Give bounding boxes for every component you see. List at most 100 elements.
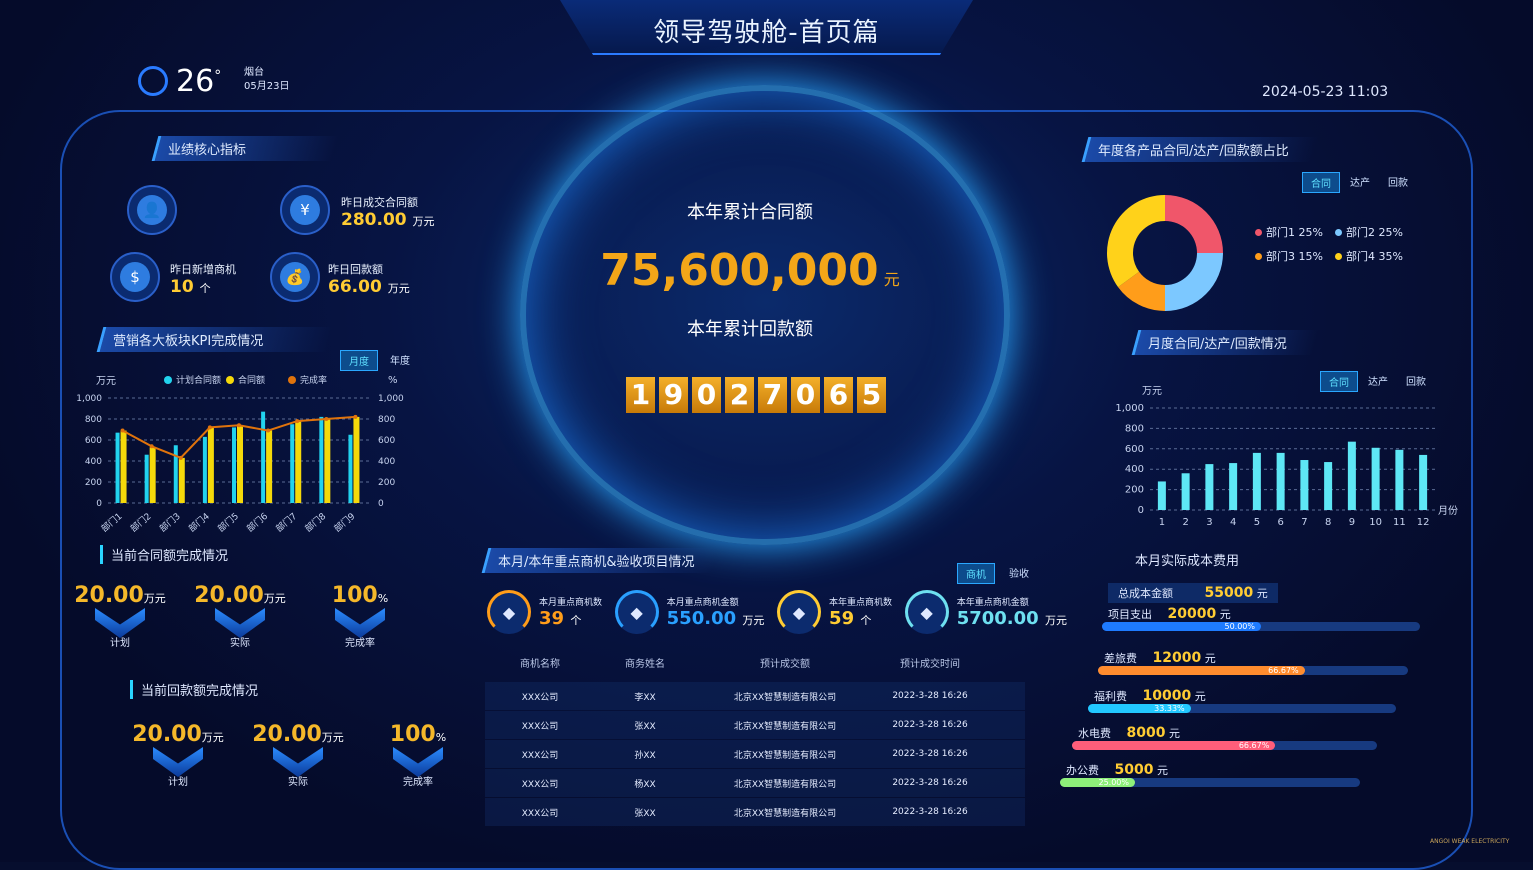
x-tick: 5 [1254,517,1260,528]
bar-plan [173,445,178,503]
money-bag-icon: ◆ [904,590,949,634]
page-title: 领导驾驶舱-首页篇 [653,18,880,48]
cost-progress-bar: 66.67% [1098,666,1408,675]
ratio-donut [1107,195,1223,311]
y2-axis-label: % [388,375,398,386]
table-row[interactable]: XXX公司 杨XX 北京XX智慧制造有限公司 2022-3-28 16:26 [485,769,1025,797]
legend-item: 部门3 15% [1255,248,1335,264]
legend-item: 部门4 35% [1335,248,1415,264]
table-cell: XXX公司 [521,808,559,819]
x-tick: 11 [1393,517,1406,528]
tab-monthly[interactable]: 月度 [340,350,378,371]
x-tick: 部门7 [273,510,299,534]
x-axis-label: 月份 [1438,505,1458,517]
bar-contract [266,430,273,503]
table-cell: 北京XX智慧制造有限公司 [733,808,837,819]
rate-point [324,417,329,421]
tab-production[interactable]: 达产 [1350,178,1370,189]
y-tick: 800 [1125,423,1144,434]
opp-stat: ◆ 本年重点商机金额 5700.00 万元 [904,590,1067,634]
tab-yearly[interactable]: 年度 [390,356,410,367]
x-tick: 2 [1182,517,1188,528]
donut-slice [1107,195,1165,288]
bar-contract [237,426,243,503]
donut-legend: 部门1 25% 部门2 25% 部门3 15% 部门4 35% [1255,224,1415,264]
rate-point [207,425,212,430]
rate-point [149,444,154,449]
x-tick: 9 [1349,517,1355,528]
table-cell: 北京XX智慧制造有限公司 [733,692,837,703]
cost-total: 总成本金额 55000 元 [1108,583,1278,603]
digit: 1 [626,377,655,413]
x-tick: 部门1 [99,510,125,534]
table-cell: XXX公司 [521,750,559,761]
tab-opportunity[interactable]: 商机 [957,563,995,584]
done-item: 20.00万元 计划 [132,722,224,788]
chevron-down-icon [215,608,265,638]
core-title: 业绩核心指标 [151,136,339,161]
tab-monthly-payback[interactable]: 回款 [1406,377,1426,388]
donut-slice [1165,253,1223,311]
opps-stats: ◆ 本月重点商机数 39 个 ◆ 本月重点商机金额 550.00 万元 ◆ 本年重点商机数 59… [487,590,1067,634]
legend-marker [288,376,296,384]
ratio-title: 年度各产品合同/达产/回款额占比 [1081,137,1319,162]
month-bar [1252,452,1261,510]
donut-slice [1165,195,1223,253]
legend-marker [1255,229,1262,236]
bar-contract [120,430,127,503]
x-tick: 部门2 [128,510,154,534]
bar-contract [295,421,302,503]
y-axis-label: 万元 [96,376,116,387]
core-item-2: 昨日回款额 66.00 万元 [328,263,410,297]
legend-marker [1255,253,1262,260]
x-tick: 部门4 [186,510,212,535]
kpi-chart: 万元 % 计划合同额 合同额 完成率 0 0 200 200 400 400 600 600 800 800… [76,374,404,535]
user-icon: 👤 [127,185,177,235]
y2-tick: 600 [378,436,395,446]
table-cell: XXX公司 [521,779,559,790]
tab-monthly-contract[interactable]: 合同 [1320,371,1358,392]
x-tick: 7 [1301,517,1307,528]
legend-item: 部门2 25% [1335,224,1415,240]
cost-progress-bar: 50.00% [1102,622,1420,631]
table-header: 商机名称 商务姓名 预计成交额 预计成交时间 [485,655,1025,670]
table-row[interactable]: XXX公司 张XX 北京XX智慧制造有限公司 2022-3-28 16:26 [485,798,1025,826]
legend-label: 完成率 [300,374,327,386]
legend-marker [226,376,234,384]
table-row[interactable]: XXX公司 孙XX 北京XX智慧制造有限公司 2022-3-28 16:26 [485,740,1025,768]
money-bag-icon: 💰 [270,252,320,302]
x-tick: 1 [1159,517,1165,528]
y-tick: 0 [96,499,102,509]
legend-label: 合同额 [238,374,265,386]
tab-contract[interactable]: 合同 [1302,172,1340,193]
cost-item: 项目支出 20000 元 50.00% [1102,606,1420,631]
layers-icon: ◆ [777,590,822,634]
tab-monthly-production[interactable]: 达产 [1368,377,1388,388]
table-cell: 张XX [634,808,656,819]
grid-icon: ◆ [487,590,531,634]
digit: 0 [791,377,820,413]
location-date: 烟台 05月23日 [244,67,290,92]
done-item: 20.00万元 计划 [74,583,166,649]
table-cell: 2022-3-28 16:26 [892,720,968,730]
bar-contract [149,447,156,503]
x-tick: 12 [1417,517,1430,528]
bar-contract [353,416,360,503]
legend-marker [164,376,172,384]
rate-point [266,428,271,433]
table-row[interactable]: XXX公司 张XX 北京XX智慧制造有限公司 2022-3-28 16:26 [485,711,1025,739]
table-cell: 2022-3-28 16:26 [892,807,968,817]
done-item: 100% 完成率 [389,722,447,788]
done-item: 20.00万元 实际 [194,583,286,649]
rate-point [178,455,183,460]
yen-icon: ¥ [280,185,330,235]
legend-label: 计划合同额 [176,374,221,386]
x-tick: 8 [1325,517,1331,528]
tab-acceptance[interactable]: 验收 [1009,569,1029,580]
cost-item: 办公费 5000 元 25.00% [1060,762,1360,787]
tab-payback[interactable]: 回款 [1388,178,1408,189]
table-cell: 2022-3-28 16:26 [892,778,968,788]
y-tick: 1,000 [76,394,102,404]
table-row[interactable]: XXX公司 李XX 北京XX智慧制造有限公司 2022-3-28 16:26 [485,682,1025,710]
